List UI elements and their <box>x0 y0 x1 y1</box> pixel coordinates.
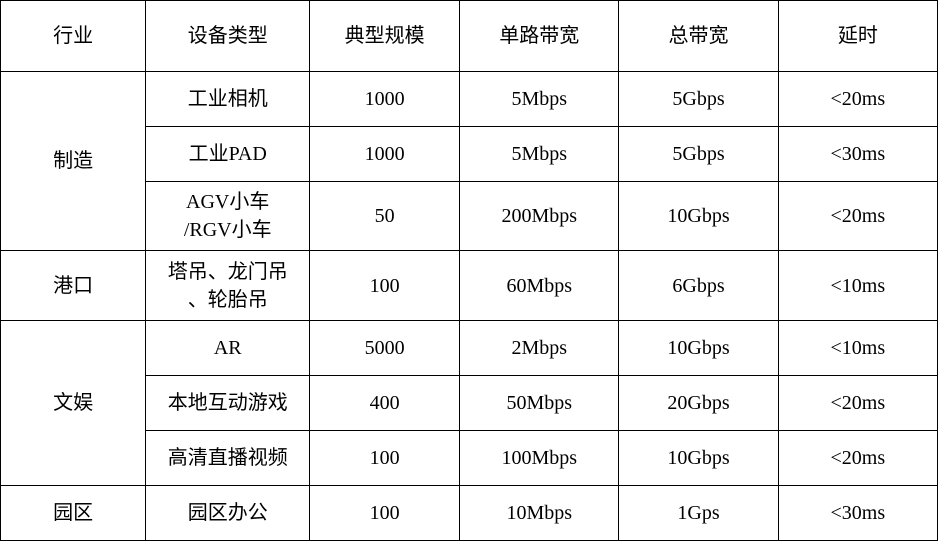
cell-device: 本地互动游戏 <box>146 375 310 430</box>
cell-scale: 1000 <box>310 72 460 127</box>
cell-single-bw: 60Mbps <box>460 251 619 320</box>
cell-latency: <20ms <box>778 72 937 127</box>
cell-scale: 100 <box>310 430 460 485</box>
cell-industry: 港口 <box>1 251 146 320</box>
cell-scale: 5000 <box>310 320 460 375</box>
cell-scale: 400 <box>310 375 460 430</box>
cell-scale: 100 <box>310 251 460 320</box>
cell-industry: 文娱 <box>1 320 146 485</box>
cell-total-bw: 20Gbps <box>619 375 778 430</box>
cell-total-bw: 6Gbps <box>619 251 778 320</box>
cell-latency: <30ms <box>778 485 937 540</box>
col-header-device: 设备类型 <box>146 1 310 72</box>
table-row: 园区园区办公10010Mbps1Gps<30ms <box>1 485 938 540</box>
cell-latency: <20ms <box>778 430 937 485</box>
cell-device: 工业PAD <box>146 127 310 182</box>
cell-latency: <20ms <box>778 375 937 430</box>
cell-device: 园区办公 <box>146 485 310 540</box>
cell-industry: 制造 <box>1 72 146 251</box>
table-header-row: 行业 设备类型 典型规模 单路带宽 总带宽 延时 <box>1 1 938 72</box>
cell-single-bw: 5Mbps <box>460 72 619 127</box>
col-header-scale: 典型规模 <box>310 1 460 72</box>
cell-single-bw: 200Mbps <box>460 182 619 251</box>
cell-single-bw: 100Mbps <box>460 430 619 485</box>
cell-total-bw: 5Gbps <box>619 127 778 182</box>
cell-latency: <20ms <box>778 182 937 251</box>
col-header-latency: 延时 <box>778 1 937 72</box>
bandwidth-table: 行业 设备类型 典型规模 单路带宽 总带宽 延时 制造工业相机10005Mbps… <box>0 0 938 541</box>
cell-single-bw: 5Mbps <box>460 127 619 182</box>
cell-device: AGV小车/RGV小车 <box>146 182 310 251</box>
cell-total-bw: 10Gbps <box>619 182 778 251</box>
col-header-single-bw: 单路带宽 <box>460 1 619 72</box>
col-header-industry: 行业 <box>1 1 146 72</box>
table-body: 制造工业相机10005Mbps5Gbps<20ms工业PAD10005Mbps5… <box>1 72 938 541</box>
cell-total-bw: 1Gps <box>619 485 778 540</box>
table-row: 制造工业相机10005Mbps5Gbps<20ms <box>1 72 938 127</box>
cell-device: AR <box>146 320 310 375</box>
cell-total-bw: 5Gbps <box>619 72 778 127</box>
cell-single-bw: 10Mbps <box>460 485 619 540</box>
cell-single-bw: 2Mbps <box>460 320 619 375</box>
cell-scale: 1000 <box>310 127 460 182</box>
cell-single-bw: 50Mbps <box>460 375 619 430</box>
cell-total-bw: 10Gbps <box>619 430 778 485</box>
col-header-total-bw: 总带宽 <box>619 1 778 72</box>
cell-latency: <10ms <box>778 251 937 320</box>
cell-latency: <10ms <box>778 320 937 375</box>
table-container: 行业 设备类型 典型规模 单路带宽 总带宽 延时 制造工业相机10005Mbps… <box>0 0 938 541</box>
cell-scale: 50 <box>310 182 460 251</box>
cell-total-bw: 10Gbps <box>619 320 778 375</box>
cell-industry: 园区 <box>1 485 146 540</box>
cell-scale: 100 <box>310 485 460 540</box>
table-row: 港口塔吊、龙门吊、轮胎吊10060Mbps6Gbps<10ms <box>1 251 938 320</box>
table-row: 文娱AR50002Mbps10Gbps<10ms <box>1 320 938 375</box>
cell-device: 塔吊、龙门吊、轮胎吊 <box>146 251 310 320</box>
cell-device: 高清直播视频 <box>146 430 310 485</box>
cell-device: 工业相机 <box>146 72 310 127</box>
cell-latency: <30ms <box>778 127 937 182</box>
